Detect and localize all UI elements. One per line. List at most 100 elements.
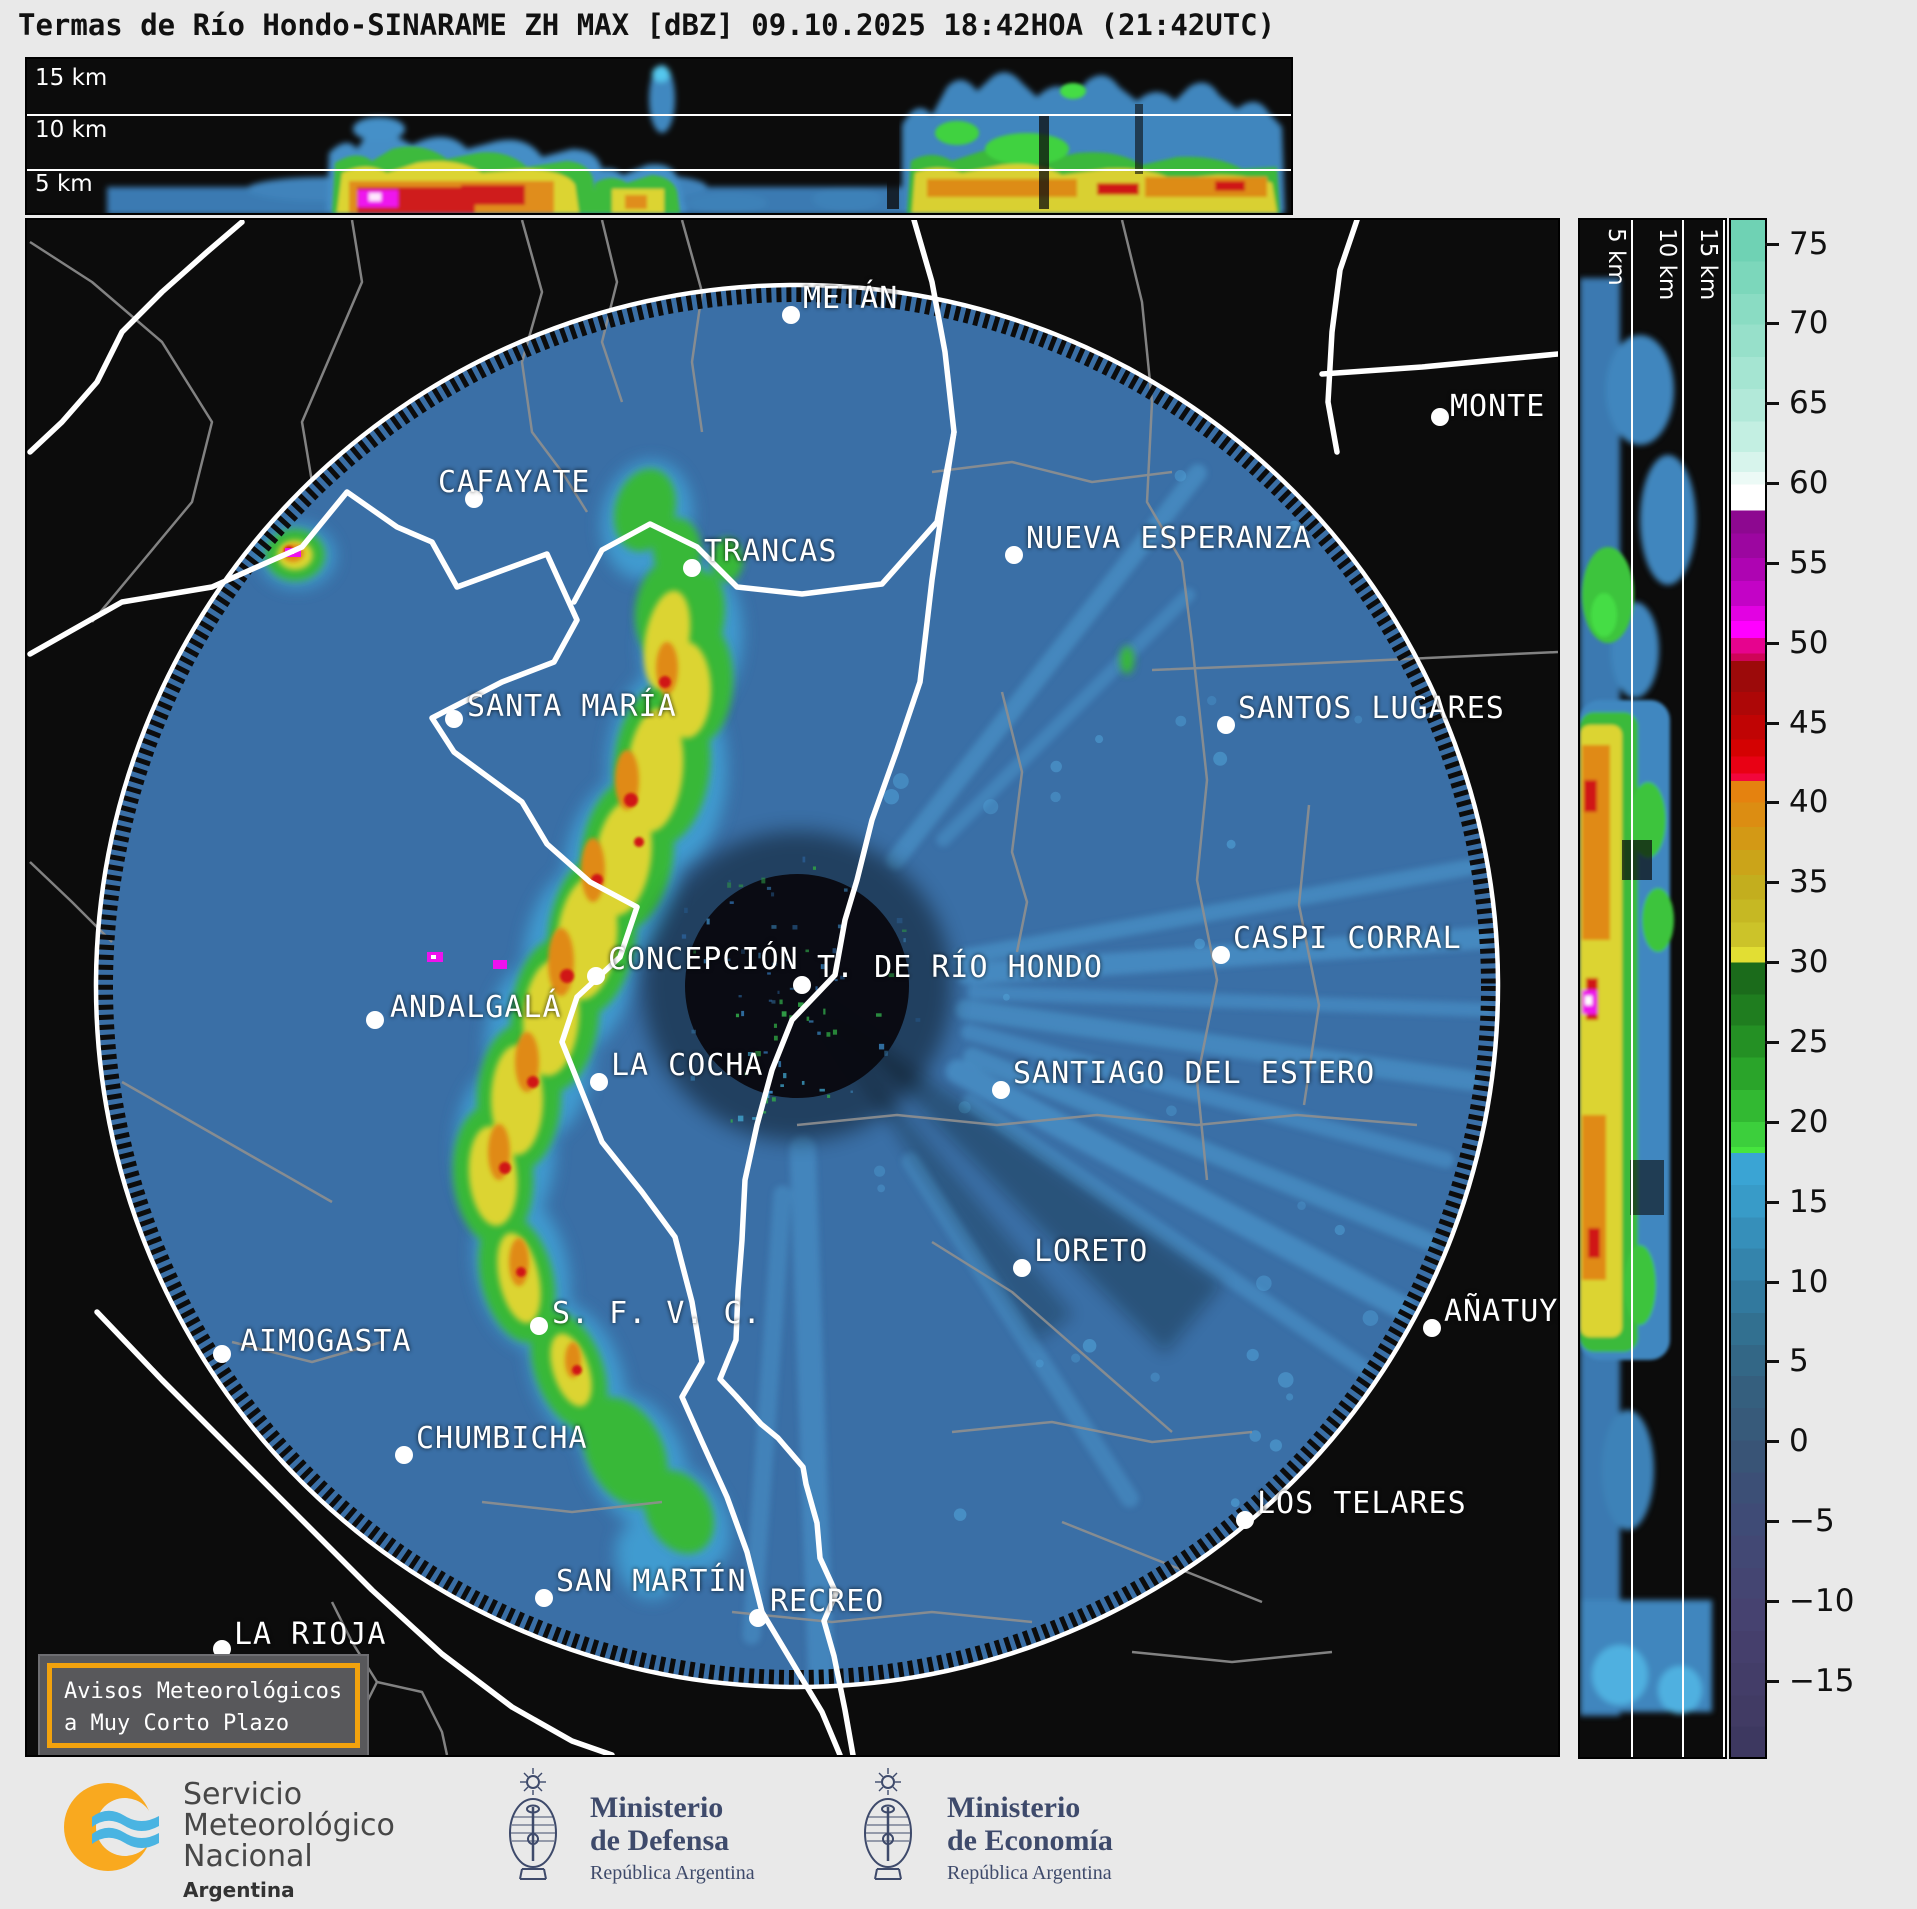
height-label: 5 km xyxy=(1603,228,1629,286)
city-marker xyxy=(213,1345,231,1363)
radial-clutter-streaks xyxy=(742,464,1494,1686)
city-label: ANDALGALÁ xyxy=(390,990,562,1025)
city-marker xyxy=(445,710,463,728)
city-marker xyxy=(1013,1259,1031,1277)
cross-section-top-plot xyxy=(107,65,1285,213)
colorbar-tick-label: 15 xyxy=(1789,1183,1829,1220)
smn-country: Argentina xyxy=(183,1878,295,1902)
city-label: MONTE QU xyxy=(1450,389,1546,424)
warning-line-2: a Muy Corto Plazo xyxy=(64,1711,290,1736)
smn-wave-2 xyxy=(92,1827,159,1848)
ministry-line: de Economía xyxy=(947,1824,1113,1857)
colorbar-tick-label: 50 xyxy=(1789,624,1829,661)
colorbar-tick-label: 55 xyxy=(1789,544,1829,581)
footer: Servicio Meteorológico Nacional Argentin… xyxy=(0,1759,1917,1909)
city-label: CONCEPCIÓN xyxy=(608,942,799,977)
colorbar-tick-label: 60 xyxy=(1789,465,1829,502)
colorbar-tick xyxy=(1765,402,1779,406)
height-label: 15 km xyxy=(35,65,108,91)
city-marker xyxy=(1005,546,1023,564)
colorbar-tick-label: 10 xyxy=(1789,1263,1829,1300)
smn-wordmark: Servicio Meteorológico Nacional Argentin… xyxy=(183,1779,395,1906)
city-label: SANTA MARÍA xyxy=(467,689,677,724)
colorbar-tick-label: 75 xyxy=(1789,225,1829,262)
range-ring xyxy=(93,282,1501,1690)
city-label: NUEVA ESPERANZA xyxy=(1026,521,1312,556)
economia-wordmark: Ministerio de Economía República Argenti… xyxy=(947,1791,1113,1885)
radar-map-plot xyxy=(27,220,1558,1755)
city-label: LORETO xyxy=(1034,1234,1149,1269)
city-label: LA COCHA xyxy=(611,1048,764,1083)
city-marker xyxy=(1217,716,1235,734)
city-marker xyxy=(793,976,811,994)
colorbar-tick-label: 40 xyxy=(1789,784,1829,821)
smn-line: Meteorológico xyxy=(183,1808,395,1843)
city-marker xyxy=(213,1640,231,1658)
ministry-line: Ministerio xyxy=(947,1791,1081,1824)
scattered-echo-dots xyxy=(873,470,1379,1521)
cross-section-right-plot xyxy=(1580,278,1712,1716)
province-borders xyxy=(27,220,1558,1755)
smn-logo xyxy=(64,1783,159,1871)
colorbar-tick xyxy=(1765,881,1779,885)
defensa-wordmark: Ministerio de Defensa República Argentin… xyxy=(590,1791,755,1885)
echo-red-layer xyxy=(284,546,671,1375)
range-ring-serration xyxy=(97,286,1497,1686)
colorbar-tick-label: 20 xyxy=(1789,1103,1829,1140)
city-marker xyxy=(535,1589,553,1607)
radar-map-panel: METÁN MONTE QU CAFAYATE TRANCAS NUEVA ESPERA… xyxy=(25,218,1560,1757)
colorbar-tick xyxy=(1765,801,1779,805)
colorbar-tick-label: 45 xyxy=(1789,704,1829,741)
ministry-sub: República Argentina xyxy=(590,1862,755,1884)
city-marker xyxy=(749,1609,767,1627)
colorbar-tick xyxy=(1765,1360,1779,1364)
colorbar-tick-label: 30 xyxy=(1789,944,1829,981)
smn-line: Nacional xyxy=(183,1839,313,1874)
height-label: 15 km xyxy=(1695,228,1721,301)
colorbar-tick xyxy=(1765,1200,1779,1204)
ministry-line: de Defensa xyxy=(590,1824,730,1857)
gridline-10km xyxy=(1682,220,1684,1757)
city-marker xyxy=(1423,1319,1441,1337)
colorbar-tick xyxy=(1765,721,1779,725)
city-label: RECREO xyxy=(770,1584,885,1619)
height-label: 10 km xyxy=(35,117,108,143)
department-borders xyxy=(29,220,1558,1755)
city-marker xyxy=(683,559,701,577)
colorbar-tick xyxy=(1765,1679,1779,1683)
colorbar-tick-label: −15 xyxy=(1789,1662,1855,1699)
colorbar-tick xyxy=(1765,1280,1779,1284)
city-label: METÁN xyxy=(803,281,899,316)
colorbar-tick-label: 35 xyxy=(1789,864,1829,901)
warning-box-frame: Avisos Meteorológicos a Muy Corto Plazo xyxy=(47,1663,360,1748)
city-marker xyxy=(366,1011,384,1029)
smn-wave-1 xyxy=(92,1810,159,1831)
cross-section-top-panel: 15 km 10 km 5 km xyxy=(25,57,1293,215)
dbz-colorbar-ticks: 75 70 65 60 55 50 45 40 35 30 25 20 15 10 5 0 −5 −10 −15 xyxy=(1765,218,1895,1759)
colorbar-tick-label: 0 xyxy=(1789,1423,1809,1460)
colorbar-tick-label: 25 xyxy=(1789,1023,1829,1060)
city-label: SANTOS LUGARES xyxy=(1238,691,1505,726)
city-marker xyxy=(395,1446,413,1464)
city-marker xyxy=(782,306,800,324)
warning-box[interactable]: Avisos Meteorológicos a Muy Corto Plazo xyxy=(38,1654,369,1755)
center-speckles xyxy=(681,856,921,1123)
city-marker xyxy=(1212,946,1230,964)
colorbar-tick xyxy=(1765,1120,1779,1124)
city-label: SAN MARTÍN xyxy=(556,1564,747,1599)
page-title: Termas de Río Hondo-SINARAME ZH MAX [dBZ… xyxy=(18,8,1276,42)
city-label: SANTIAGO DEL ESTERO xyxy=(1013,1056,1376,1091)
colorbar-tick xyxy=(1765,1040,1779,1044)
city-marker xyxy=(590,1073,608,1091)
city-marker xyxy=(530,1317,548,1335)
colorbar-tick xyxy=(1765,1599,1779,1603)
colorbar-tick xyxy=(1765,1520,1779,1524)
defensa-coat-of-arms xyxy=(509,1768,557,1880)
colorbar-tick xyxy=(1765,561,1779,565)
echo-low-layer xyxy=(1580,278,1712,1716)
cross-section-right-panel: 5 km 10 km 15 km xyxy=(1578,218,1727,1759)
gridline-5km xyxy=(1631,220,1633,1757)
gridline-10km xyxy=(27,114,1291,116)
